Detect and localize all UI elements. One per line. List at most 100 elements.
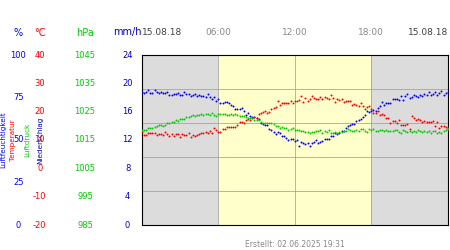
Point [374, 129, 381, 133]
Text: 10: 10 [35, 136, 45, 144]
Point [219, 101, 226, 105]
Point [151, 88, 158, 92]
Point [351, 102, 358, 106]
Text: 100: 100 [10, 50, 26, 59]
Point [361, 107, 369, 111]
Point [183, 133, 190, 137]
Point [414, 128, 422, 132]
Point [397, 131, 405, 135]
Point [215, 97, 222, 101]
Point [351, 129, 358, 133]
Text: Temperatur: Temperatur [10, 119, 17, 161]
Point [293, 138, 301, 142]
Text: 1035: 1035 [75, 79, 95, 88]
Point [295, 144, 302, 148]
Point [158, 123, 165, 127]
Point [183, 92, 190, 96]
Point [185, 92, 192, 96]
Point [274, 99, 281, 103]
Point [287, 138, 294, 141]
Point [319, 131, 326, 135]
Point [227, 103, 234, 107]
Point [234, 106, 241, 110]
Text: 1015: 1015 [75, 136, 95, 144]
Point [153, 124, 160, 128]
Point [317, 94, 324, 98]
Point [402, 94, 409, 98]
Point [353, 128, 360, 132]
Point [440, 124, 447, 128]
Point [255, 112, 262, 116]
Text: 16: 16 [122, 107, 133, 116]
Point [170, 92, 177, 96]
Point [317, 128, 324, 132]
Point [357, 117, 364, 121]
Point [179, 94, 186, 98]
Point [142, 90, 149, 94]
Point [251, 115, 258, 119]
Point [315, 130, 322, 134]
Point [336, 130, 343, 134]
Point [166, 120, 173, 124]
Point [168, 120, 175, 124]
Point [183, 115, 190, 119]
Text: 75: 75 [13, 93, 24, 102]
Point [291, 99, 298, 103]
Point [227, 125, 234, 129]
Point [242, 118, 249, 122]
Point [323, 130, 330, 134]
Point [142, 133, 149, 137]
Point [285, 138, 292, 142]
Point [259, 122, 266, 126]
Text: 0: 0 [16, 220, 21, 230]
Point [280, 101, 288, 105]
Point [174, 119, 181, 123]
Point [414, 95, 422, 99]
Point [249, 116, 256, 119]
Point [279, 125, 286, 129]
Point [264, 121, 271, 125]
Point [279, 134, 286, 138]
Point [308, 130, 315, 134]
Point [333, 97, 341, 101]
Point [217, 101, 224, 105]
Point [351, 122, 358, 126]
Point [402, 123, 409, 127]
Point [219, 127, 226, 131]
Point [438, 124, 445, 128]
Point [349, 122, 356, 126]
Point [382, 128, 390, 132]
Text: 20: 20 [35, 107, 45, 116]
Point [198, 94, 205, 98]
Point [442, 128, 449, 132]
Point [215, 112, 222, 116]
Point [391, 97, 398, 101]
Point [365, 104, 373, 108]
Point [357, 102, 364, 105]
Point [391, 119, 398, 123]
Text: Erstellt: 02.06.2025 19:31: Erstellt: 02.06.2025 19:31 [245, 240, 345, 249]
Point [438, 89, 445, 93]
Point [406, 96, 413, 100]
Point [287, 127, 294, 131]
Point [212, 98, 220, 102]
Point [421, 92, 428, 96]
Point [211, 113, 218, 117]
Point [355, 104, 362, 108]
Point [253, 116, 260, 119]
Point [291, 140, 298, 143]
Point [317, 140, 324, 144]
Point [308, 94, 315, 98]
Text: 15.08.18: 15.08.18 [408, 28, 448, 38]
Point [436, 126, 443, 130]
Point [140, 133, 148, 137]
Text: 985: 985 [77, 220, 93, 230]
Point [353, 119, 360, 123]
Point [389, 129, 396, 133]
Point [382, 101, 390, 105]
Point [240, 121, 248, 125]
Point [370, 111, 377, 115]
Point [425, 120, 432, 124]
Point [257, 120, 264, 124]
Point [268, 106, 275, 110]
